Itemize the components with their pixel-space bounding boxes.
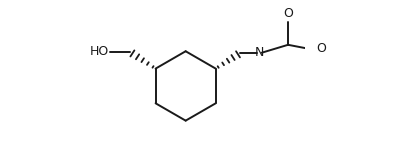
Text: N: N (255, 46, 264, 59)
Text: HO: HO (90, 45, 109, 58)
Text: O: O (283, 7, 293, 20)
Text: O: O (316, 42, 326, 56)
